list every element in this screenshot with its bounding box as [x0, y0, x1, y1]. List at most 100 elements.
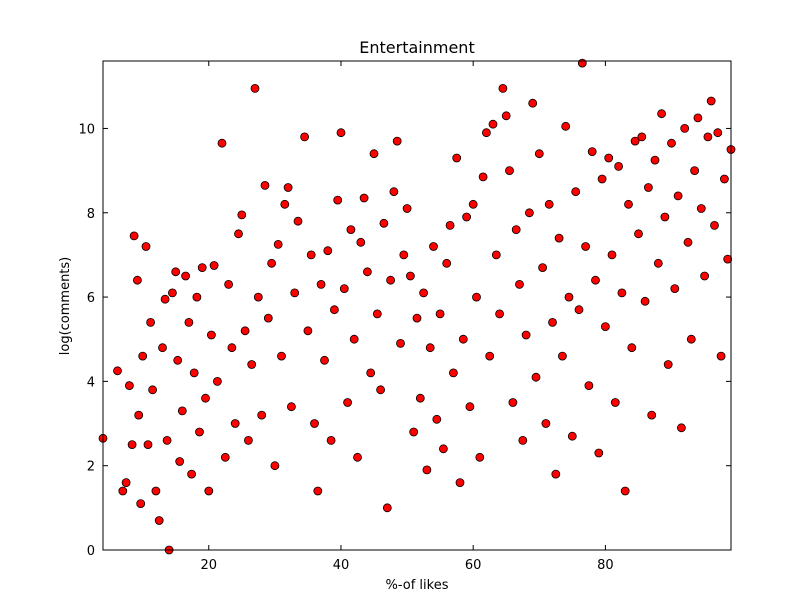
- data-point: [495, 309, 505, 319]
- data-point: [240, 326, 250, 336]
- data-point: [129, 231, 139, 241]
- data-point: [515, 279, 524, 289]
- data-point: [561, 121, 571, 131]
- data-point: [396, 338, 405, 348]
- data-point: [310, 419, 319, 428]
- data-point: [508, 398, 518, 407]
- data-point: [425, 343, 435, 353]
- data-point: [491, 250, 501, 260]
- data-point: [713, 128, 723, 138]
- data-point: [162, 435, 172, 445]
- data-point: [680, 123, 690, 133]
- data-point: [518, 435, 528, 445]
- data-point: [273, 239, 283, 249]
- data-point: [303, 326, 313, 336]
- data-point: [234, 229, 243, 239]
- data-point: [554, 233, 564, 243]
- data-point: [657, 109, 666, 119]
- data-point: [336, 128, 346, 138]
- data-point: [567, 431, 577, 441]
- data-point: [237, 210, 247, 220]
- y-tick-label: 2: [87, 460, 95, 475]
- data-point: [158, 343, 167, 353]
- data-point: [402, 204, 412, 213]
- axis-ticks: 20 40 60 80 0 2 4 6 8 10: [78, 61, 731, 573]
- data-point: [220, 452, 230, 462]
- data-point: [212, 376, 222, 386]
- x-tick-label: 40: [333, 558, 350, 573]
- x-tick-label: 20: [200, 558, 217, 573]
- data-point: [257, 410, 267, 420]
- data-point: [293, 216, 303, 226]
- data-point: [667, 138, 676, 148]
- data-point: [481, 128, 491, 138]
- data-point: [346, 225, 356, 235]
- data-point: [541, 419, 551, 428]
- data-point: [280, 199, 290, 209]
- data-point: [577, 58, 587, 68]
- data-point: [124, 381, 134, 391]
- data-point: [607, 250, 617, 260]
- data-point: [472, 292, 481, 302]
- data-point: [525, 208, 534, 218]
- data-point: [250, 84, 260, 93]
- data-point: [475, 452, 485, 462]
- data-point: [369, 149, 379, 159]
- data-point: [197, 263, 207, 273]
- data-point: [690, 166, 699, 176]
- data-point: [673, 191, 683, 201]
- data-point: [260, 180, 270, 190]
- data-point: [647, 410, 657, 420]
- data-point: [438, 444, 448, 454]
- data-point: [594, 448, 604, 458]
- data-point: [154, 516, 164, 525]
- data-point: [528, 98, 538, 108]
- data-point: [419, 288, 429, 298]
- data-point: [584, 381, 594, 391]
- data-point: [650, 155, 660, 165]
- data-point: [146, 317, 156, 327]
- data-point: [501, 111, 511, 121]
- data-point: [230, 419, 240, 428]
- data-point: [204, 486, 214, 496]
- data-point: [670, 284, 680, 294]
- data-point: [148, 385, 158, 395]
- x-tick-label: 60: [465, 558, 482, 573]
- data-point: [209, 261, 219, 270]
- data-point: [614, 161, 623, 171]
- data-point: [132, 275, 142, 285]
- data-point: [488, 119, 498, 129]
- data-point: [435, 309, 445, 319]
- data-point: [313, 486, 323, 496]
- y-tick-label: 4: [87, 375, 95, 390]
- data-point: [574, 305, 584, 315]
- data-point: [316, 279, 326, 289]
- data-point: [224, 279, 234, 289]
- data-point: [300, 132, 310, 142]
- data-point: [127, 440, 137, 450]
- data-point: [716, 351, 726, 361]
- data-point: [448, 368, 458, 378]
- y-tick-label: 10: [78, 122, 95, 137]
- data-point: [455, 478, 465, 488]
- data-point: [505, 166, 514, 176]
- data-point: [445, 220, 455, 230]
- data-point: [660, 212, 670, 222]
- data-point: [412, 313, 422, 323]
- data-point: [624, 199, 633, 209]
- data-point: [597, 174, 607, 184]
- data-point: [392, 136, 402, 146]
- data-point: [432, 414, 442, 424]
- data-point: [723, 254, 733, 264]
- y-axis-label: log(comments): [58, 257, 73, 356]
- data-point: [531, 372, 541, 382]
- data-point: [160, 294, 170, 304]
- data-point: [558, 351, 567, 361]
- data-point: [379, 218, 389, 228]
- data-point: [452, 153, 462, 163]
- x-tick-label: 80: [597, 558, 614, 573]
- data-point: [696, 204, 706, 213]
- data-point: [458, 334, 468, 344]
- data-point: [405, 271, 415, 281]
- data-point: [610, 398, 620, 407]
